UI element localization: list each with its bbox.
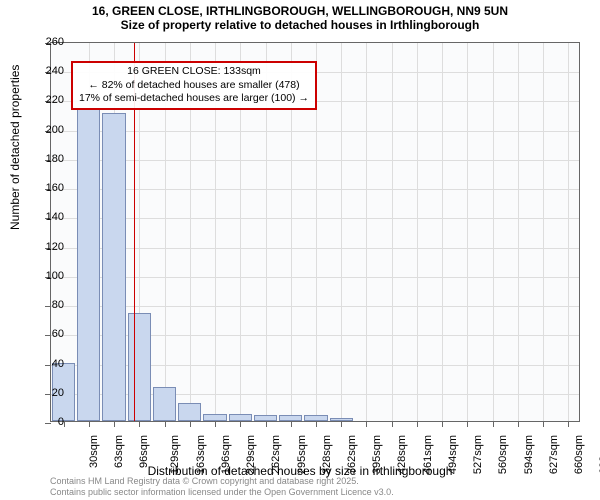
histogram-bar: [178, 403, 201, 421]
x-tick-label: 295sqm: [296, 435, 308, 474]
footer: Contains HM Land Registry data © Crown c…: [50, 476, 394, 498]
x-tick: [215, 421, 216, 427]
y-tick-label: 200: [34, 124, 64, 136]
x-tick: [165, 421, 166, 427]
x-tick: [89, 421, 90, 427]
x-tick: [291, 421, 292, 427]
gridline-h: [51, 160, 579, 161]
gridline-v: [518, 43, 519, 421]
x-tick: [316, 421, 317, 427]
x-tick-label: 362sqm: [346, 435, 358, 474]
x-tick: [467, 421, 468, 427]
x-tick: [240, 421, 241, 427]
x-tick: [366, 421, 367, 427]
chart-subtitle: Size of property relative to detached ho…: [0, 18, 600, 32]
gridline-v: [568, 43, 569, 421]
x-tick-label: 560sqm: [498, 435, 510, 474]
y-tick-label: 0: [34, 416, 64, 428]
x-tick-label: 96sqm: [138, 435, 150, 468]
chart-container: 16 GREEN CLOSE: 133sqm← 82% of detached …: [50, 42, 580, 422]
x-tick: [493, 421, 494, 427]
x-tick-label: 30sqm: [88, 435, 100, 468]
gridline-h: [51, 131, 579, 132]
annotation-box: 16 GREEN CLOSE: 133sqm← 82% of detached …: [71, 61, 317, 110]
y-tick-label: 60: [34, 328, 64, 340]
annotation-line: 17% of semi-detached houses are larger (…: [79, 92, 309, 106]
x-tick: [190, 421, 191, 427]
x-tick-label: 660sqm: [573, 435, 585, 474]
histogram-bar: [77, 108, 100, 421]
gridline-h: [51, 306, 579, 307]
chart-title: 16, GREEN CLOSE, IRTHLINGBOROUGH, WELLIN…: [0, 0, 600, 18]
gridline-v: [417, 43, 418, 421]
histogram-bar: [153, 387, 176, 421]
gridline-v: [467, 43, 468, 421]
gridline-v: [543, 43, 544, 421]
gridline-v: [493, 43, 494, 421]
x-tick: [543, 421, 544, 427]
y-tick-label: 220: [34, 94, 64, 106]
histogram-bar: [128, 313, 151, 421]
y-tick-label: 120: [34, 241, 64, 253]
x-tick: [114, 421, 115, 427]
gridline-h: [51, 189, 579, 190]
y-tick-label: 260: [34, 36, 64, 48]
histogram-bar: [203, 414, 226, 421]
x-tick-label: 461sqm: [422, 435, 434, 474]
plot-area: 16 GREEN CLOSE: 133sqm← 82% of detached …: [50, 42, 580, 422]
x-tick-label: 527sqm: [472, 435, 484, 474]
x-tick: [518, 421, 519, 427]
y-tick-label: 100: [34, 270, 64, 282]
footer-line-2: Contains public sector information licen…: [50, 487, 394, 498]
annotation-line: ← 82% of detached houses are smaller (47…: [79, 79, 309, 93]
gridline-v: [366, 43, 367, 421]
x-tick: [417, 421, 418, 427]
x-tick-label: 196sqm: [220, 435, 232, 474]
gridline-h: [51, 277, 579, 278]
x-tick-label: 494sqm: [447, 435, 459, 474]
x-tick: [442, 421, 443, 427]
gridline-h: [51, 218, 579, 219]
gridline-v: [341, 43, 342, 421]
y-tick-label: 160: [34, 182, 64, 194]
footer-line-1: Contains HM Land Registry data © Crown c…: [50, 476, 394, 487]
x-tick-label: 129sqm: [169, 435, 181, 474]
y-axis-title: Number of detached properties: [8, 65, 22, 230]
y-tick-label: 80: [34, 299, 64, 311]
x-tick: [266, 421, 267, 427]
histogram-bar: [102, 113, 125, 421]
x-tick-label: 395sqm: [371, 435, 383, 474]
gridline-v: [442, 43, 443, 421]
x-tick-label: 262sqm: [270, 435, 282, 474]
x-tick-label: 163sqm: [195, 435, 207, 474]
x-tick: [341, 421, 342, 427]
x-tick-label: 328sqm: [321, 435, 333, 474]
x-tick-label: 594sqm: [523, 435, 535, 474]
y-tick-label: 180: [34, 153, 64, 165]
x-tick-label: 428sqm: [397, 435, 409, 474]
gridline-h: [51, 248, 579, 249]
y-tick-label: 140: [34, 211, 64, 223]
gridline-v: [392, 43, 393, 421]
x-tick-label: 627sqm: [548, 435, 560, 474]
x-tick: [139, 421, 140, 427]
histogram-bar: [229, 414, 252, 421]
x-tick-label: 63sqm: [113, 435, 125, 468]
x-tick-label: 229sqm: [245, 435, 257, 474]
annotation-line: 16 GREEN CLOSE: 133sqm: [79, 65, 309, 79]
y-tick-label: 40: [34, 358, 64, 370]
x-tick: [568, 421, 569, 427]
x-tick: [392, 421, 393, 427]
y-tick-label: 20: [34, 387, 64, 399]
y-tick-label: 240: [34, 65, 64, 77]
